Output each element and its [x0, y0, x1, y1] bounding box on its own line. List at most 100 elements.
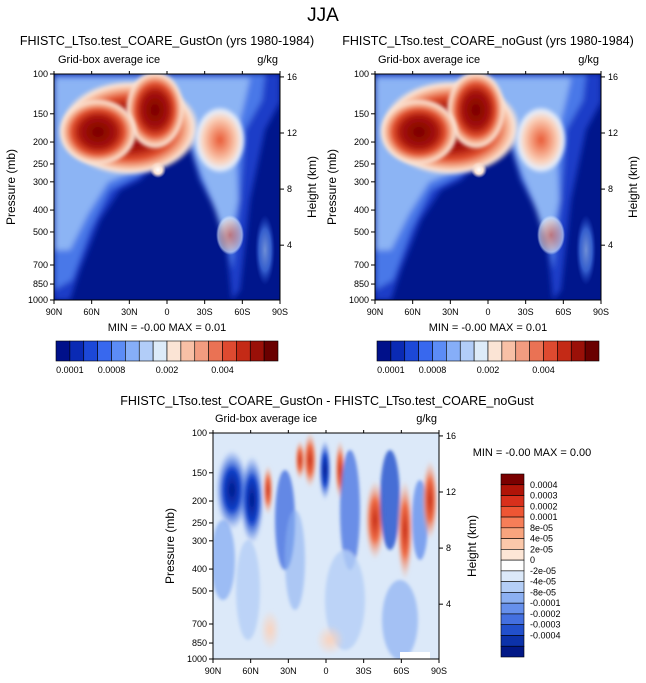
panel-gust-on-subtitle-right: g/kg: [257, 54, 278, 66]
colorbar-no-gust: 0.0001 0.0008 0.002 0.004: [376, 340, 600, 375]
height-tick-label: 16: [608, 72, 618, 82]
colorbar-swatch: [138, 340, 154, 362]
colorbar-swatch: [500, 613, 525, 626]
colorbar-label: 0.002: [156, 365, 179, 375]
colorbar-swatch: [515, 340, 530, 362]
colorbar-label: 0.0008: [419, 365, 447, 375]
colorbar-swatch: [208, 340, 223, 362]
y-tick-label: 150: [33, 109, 48, 119]
x-tick-label: 90S: [593, 307, 609, 317]
x-tick-label: 0: [164, 307, 169, 317]
colorbar-swatch: [432, 340, 447, 362]
colorbar-label: 0.004: [532, 365, 555, 375]
colorbar-swatch: [500, 570, 525, 582]
y-tick-label: 700: [354, 260, 369, 270]
x-tick-label: 30N: [442, 307, 459, 317]
x-tick-label: 30S: [197, 307, 213, 317]
y-tick-label: 850: [354, 279, 369, 289]
colorbar-swatch: [500, 549, 525, 561]
colorbar-label: -4e-05: [530, 577, 556, 587]
colorbar-swatch: [180, 340, 196, 362]
x-tick-label: 30S: [518, 307, 534, 317]
panel-difference-title: FHISTC_LTso.test_COARE_GustOn - FHISTC_L…: [120, 394, 534, 408]
colorbar-label: 8e-05: [530, 523, 553, 533]
y-tick-label: 1000: [28, 295, 48, 305]
colorbar-swatch: [111, 340, 126, 362]
colorbar-swatch: [500, 559, 525, 572]
colorbar-swatch: [500, 592, 525, 604]
height-tick-label: 16: [287, 72, 297, 82]
y-tick-label: 850: [192, 638, 207, 648]
panel-no-gust-ylabel-right: Height (km): [626, 156, 640, 218]
y-tick-label: 850: [33, 279, 48, 289]
x-tick-label: 60N: [404, 307, 421, 317]
panel-gust-on-stats: MIN = -0.00 MAX = 0.01: [108, 322, 227, 334]
colorbar-swatch: [55, 340, 71, 362]
colorbar-swatch: [557, 340, 572, 362]
colorbar-swatch: [500, 624, 525, 636]
x-tick-label: 90N: [205, 666, 222, 676]
panel-no-gust-field: [375, 74, 601, 300]
panel-difference-stats: MIN = -0.00 MAX = 0.00: [473, 447, 592, 459]
colorbar-swatch: [570, 340, 586, 362]
figure-title: JJA: [307, 5, 339, 26]
colorbar-swatch: [222, 340, 237, 362]
colorbar-swatch: [500, 473, 525, 486]
panel-no-gust-subtitle-right: g/kg: [578, 54, 599, 66]
colorbar-swatch: [376, 340, 392, 362]
height-tick-label: 12: [608, 128, 618, 138]
colorbar-swatch: [500, 581, 525, 593]
y-tick-label: 700: [33, 260, 48, 270]
colorbar-swatch: [404, 340, 419, 362]
colorbar-swatch: [500, 516, 525, 529]
x-tick-label: 30N: [121, 307, 138, 317]
colorbar-swatch: [500, 527, 525, 539]
colorbar-label: 2e-05: [530, 544, 553, 554]
panel-difference-subtitle-right: g/kg: [416, 413, 437, 425]
colorbar-label: 0.0008: [98, 365, 126, 375]
y-tick-label: 400: [33, 205, 48, 215]
y-tick-label: 300: [33, 177, 48, 187]
colorbar-label: -8e-05: [530, 587, 556, 597]
colorbar-swatch: [249, 340, 265, 362]
panel-gust-on-ylabel: Pressure (mb): [4, 149, 18, 225]
x-tick-label: 0: [485, 307, 490, 317]
colorbar-label: 0.002: [477, 365, 500, 375]
panel-gust-on-ylabel-right: Height (km): [305, 156, 319, 218]
colorbar-swatch: [543, 340, 558, 362]
x-tick-label: 60S: [393, 666, 409, 676]
panel-no-gust-subtitle-left: Grid-box average ice: [378, 54, 480, 66]
panel-difference-axes: 90N 60N 30N 0 30S 60S 90S 100 150 200 250 300 400 500…: [187, 428, 456, 676]
y-tick-label: 700: [192, 619, 207, 629]
colorbar-label: -0.0001: [530, 598, 561, 608]
y-tick-label: 150: [192, 468, 207, 478]
height-tick-label: 8: [446, 543, 451, 553]
colorbar-swatch: [459, 340, 475, 362]
x-tick-label: 90N: [46, 307, 63, 317]
colorbar-swatch: [529, 340, 544, 362]
colorbar-swatch: [473, 340, 489, 362]
panel-difference: FHISTC_LTso.test_COARE_GustOn - FHISTC_L…: [120, 394, 591, 676]
y-tick-label: 200: [192, 496, 207, 506]
colorbar-gust-on: 0.0001 0.0008 0.002 0.004: [55, 340, 279, 375]
height-tick-label: 4: [608, 240, 613, 250]
panel-gust-on: FHISTC_LTso.test_COARE_GustOn (yrs 1980-…: [4, 34, 319, 334]
panel-no-gust-stats: MIN = -0.00 MAX = 0.01: [429, 322, 548, 334]
colorbar-swatch: [152, 340, 168, 362]
y-tick-label: 100: [192, 428, 207, 438]
colorbar-swatch: [500, 645, 525, 658]
colorbar-swatch: [500, 495, 525, 507]
colorbar-difference: 0.00040.00030.00020.00018e-054e-052e-050…: [500, 473, 561, 658]
panel-difference-subtitle-left: Grid-box average ice: [215, 413, 317, 425]
x-tick-label: 90S: [431, 666, 447, 676]
panel-difference-ylabel: Pressure (mb): [163, 508, 177, 584]
y-tick-label: 250: [354, 159, 369, 169]
y-tick-label: 250: [192, 518, 207, 528]
height-tick-label: 4: [287, 240, 292, 250]
y-tick-label: 100: [354, 69, 369, 79]
colorbar-swatch: [446, 340, 461, 362]
y-tick-label: 150: [354, 109, 369, 119]
colorbar-label: -2e-05: [530, 566, 556, 576]
x-tick-label: 30N: [280, 666, 297, 676]
